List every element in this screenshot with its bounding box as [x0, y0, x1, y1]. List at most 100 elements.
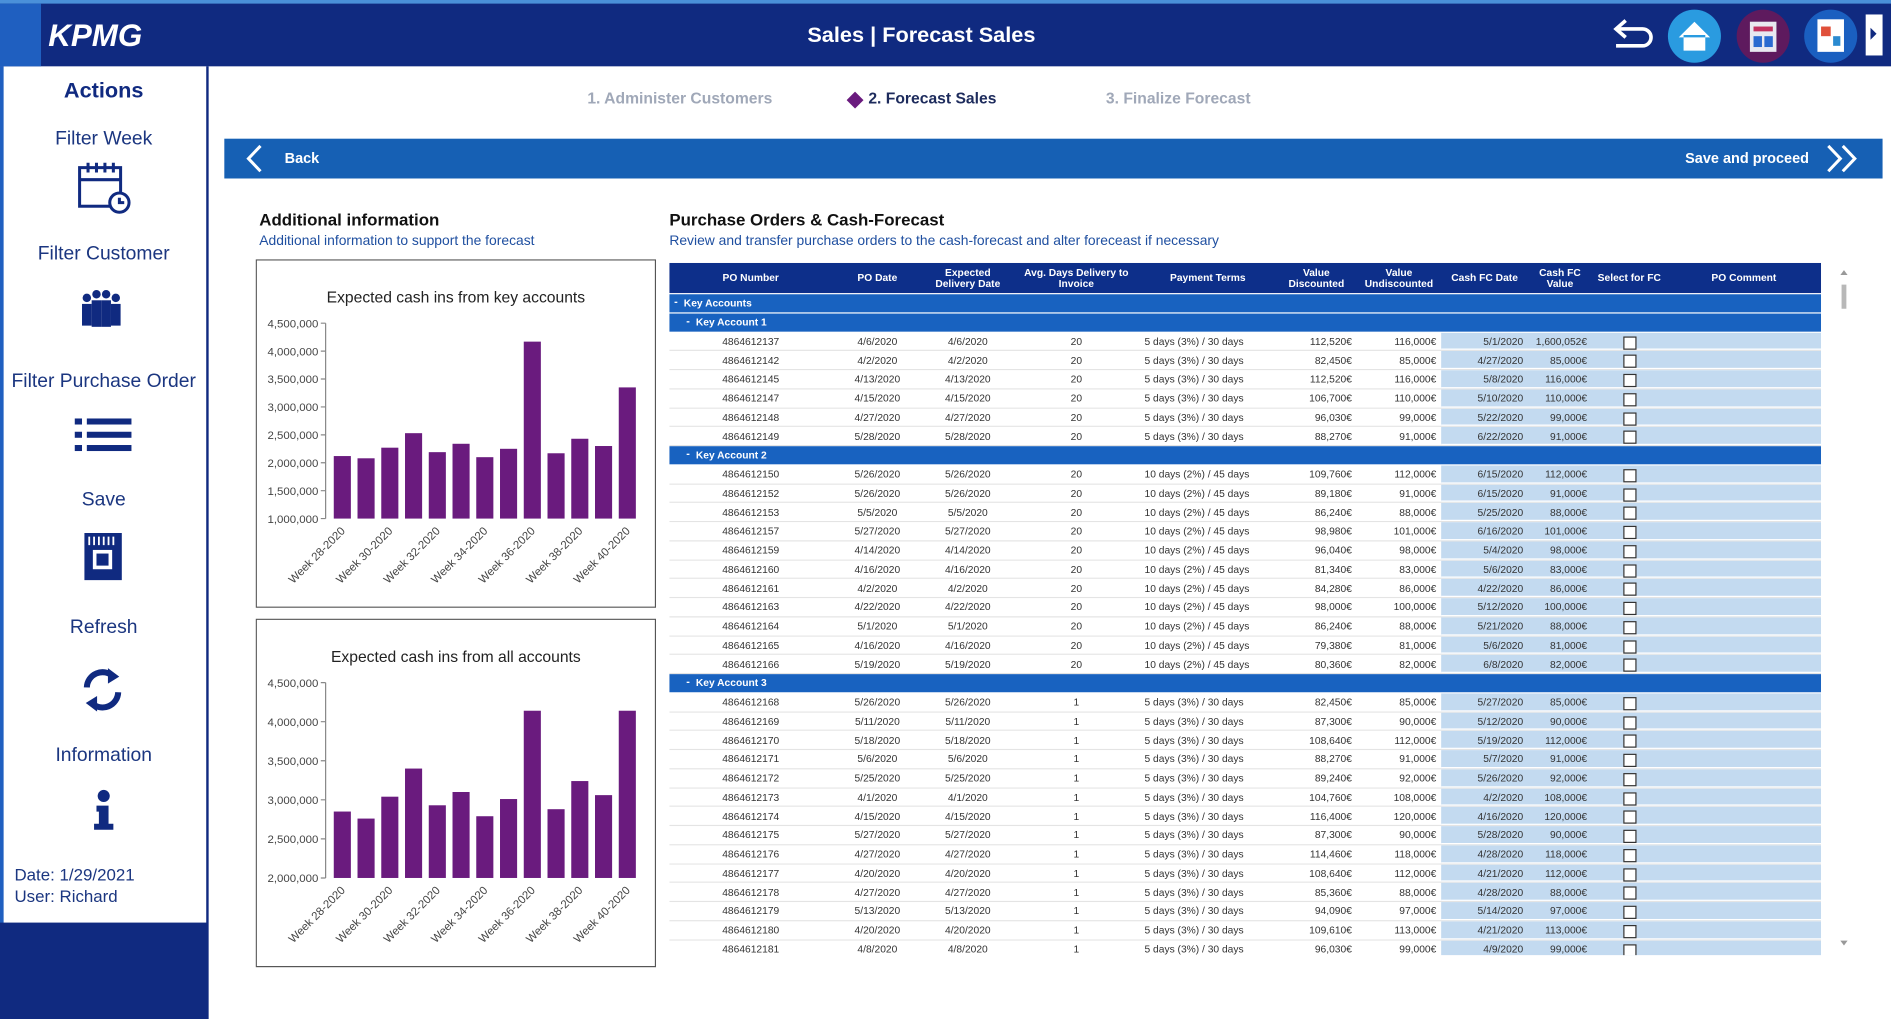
select-checkbox[interactable] — [1623, 867, 1637, 881]
action-label[interactable]: Filter Customer — [37, 243, 170, 265]
select-checkbox[interactable] — [1623, 886, 1637, 900]
collapse-button[interactable] — [1865, 14, 1883, 56]
table-cell: 5/27/2020 — [944, 828, 991, 842]
home-button[interactable] — [1667, 9, 1721, 63]
select-checkbox[interactable] — [1623, 715, 1637, 730]
proceed-button[interactable]: Save and proceed — [1685, 149, 1809, 167]
select-checkbox[interactable] — [1623, 924, 1637, 938]
select-checkbox[interactable] — [1623, 905, 1637, 919]
table-cell: 1 — [1073, 942, 1080, 956]
info-icon[interactable] — [94, 789, 114, 830]
group-row[interactable]: - Key Account 3 — [669, 674, 1822, 692]
select-checkbox[interactable] — [1623, 335, 1637, 350]
table-cell: 4864612179 — [722, 904, 780, 918]
expand-toggle[interactable]: - — [686, 447, 690, 460]
list-icon[interactable] — [74, 418, 132, 452]
select-checkbox[interactable] — [1623, 696, 1637, 711]
refresh-icon[interactable] — [83, 668, 122, 712]
select-checkbox[interactable] — [1623, 772, 1637, 787]
document-button[interactable] — [1804, 9, 1858, 63]
people-icon[interactable] — [82, 290, 121, 327]
select-checkbox[interactable] — [1623, 468, 1637, 483]
select-checkbox[interactable] — [1623, 734, 1637, 749]
table-cell: 4864612152 — [722, 487, 780, 500]
select-checkbox[interactable] — [1623, 943, 1637, 956]
action-label[interactable]: Save — [81, 489, 126, 511]
action-label[interactable]: Refresh — [69, 617, 138, 638]
expand-toggle[interactable]: - — [686, 314, 690, 327]
column-header[interactable]: Expected Delivery Date — [935, 265, 1001, 289]
action-label[interactable]: Filter Week — [55, 129, 153, 150]
table-cell: 20 — [1070, 639, 1083, 652]
select-checkbox[interactable] — [1623, 753, 1637, 768]
column-header[interactable]: Value Undiscounted — [1364, 265, 1434, 289]
table-cell: 120,000€ — [1393, 809, 1437, 823]
select-checkbox[interactable] — [1623, 848, 1637, 862]
top-bar — [0, 0, 1891, 67]
group-row[interactable]: - Key Account 2 — [669, 446, 1822, 465]
table-cell: 4864612157 — [722, 525, 780, 538]
column-header[interactable]: PO Comment — [1711, 271, 1777, 284]
column-header[interactable]: Cash FC Date — [1451, 271, 1518, 284]
select-checkbox[interactable] — [1623, 658, 1637, 673]
select-checkbox[interactable] — [1623, 430, 1637, 445]
return-button[interactable] — [1613, 19, 1653, 48]
table-cell: 5 days (3%) / 30 days — [1144, 790, 1244, 804]
action-label[interactable]: Filter Purchase Order — [11, 371, 196, 392]
select-checkbox[interactable] — [1623, 601, 1637, 616]
step[interactable]: 3. Finalize Forecast — [1105, 89, 1251, 108]
select-checkbox[interactable] — [1623, 791, 1637, 806]
table-cell: 20 — [1070, 354, 1083, 367]
select-checkbox[interactable] — [1623, 525, 1637, 540]
scrollbar[interactable] — [1836, 268, 1853, 955]
select-checkbox[interactable] — [1623, 506, 1637, 521]
back-arrow[interactable] — [241, 142, 270, 175]
report-button[interactable] — [1736, 9, 1790, 63]
column-header[interactable]: Avg. Days Delivery to Invoice — [1024, 265, 1129, 289]
select-checkbox[interactable] — [1623, 373, 1637, 388]
table-cell: 1 — [1073, 790, 1080, 804]
table-cell: 4864612153 — [722, 506, 780, 519]
column-header[interactable]: PO Number — [722, 271, 779, 284]
select-checkbox[interactable] — [1623, 829, 1637, 843]
column-header[interactable]: Cash FC Value — [1539, 265, 1581, 289]
table-cell: 85,360€ — [1314, 885, 1352, 899]
column-header[interactable]: Select for FC — [1597, 271, 1661, 284]
select-checkbox[interactable] — [1623, 354, 1637, 369]
table-cell: 5 days (3%) / 30 days — [1144, 885, 1244, 899]
table-row: 4864612164 5/1/2020 5/1/2020 20 10 days (2%)… — [669, 617, 1822, 637]
step[interactable]: 2. Forecast Sales — [868, 89, 997, 108]
select-checkbox[interactable] — [1623, 810, 1637, 824]
select-checkbox[interactable] — [1623, 620, 1637, 635]
step[interactable]: 1. Administer Customers — [587, 89, 773, 108]
bar — [571, 781, 589, 878]
table-cell: 5/12/2020 — [1477, 715, 1524, 728]
table-cell: 116,000€ — [1394, 373, 1437, 386]
save-icon[interactable] — [84, 533, 122, 581]
column-header[interactable]: PO Date — [857, 271, 898, 284]
logo-block — [0, 3, 42, 67]
action-label[interactable]: Information — [55, 745, 152, 766]
proceed-arrow[interactable] — [1823, 142, 1864, 175]
calendar-icon[interactable] — [78, 162, 131, 214]
table-cell: 4/8/2020 — [947, 942, 988, 956]
table-row: 4864612171 5/6/2020 5/6/2020 1 5 days (3%) /… — [669, 750, 1822, 770]
group-row[interactable]: - Key Account 1 — [669, 313, 1822, 332]
column-header[interactable]: Payment Terms — [1170, 271, 1246, 284]
table-cell: 4864612164 — [722, 620, 780, 633]
expand-toggle[interactable]: - — [674, 295, 678, 308]
column-header[interactable]: Value Discounted — [1288, 265, 1345, 289]
select-checkbox[interactable] — [1623, 639, 1637, 654]
select-checkbox[interactable] — [1623, 582, 1637, 597]
select-checkbox[interactable] — [1623, 544, 1637, 559]
table: PO Number PO Date Expected Delivery Date Av… — [669, 262, 1822, 956]
table-row: 4864612142 4/2/2020 4/2/2020 20 5 days (3%) … — [669, 351, 1822, 371]
select-checkbox[interactable] — [1623, 487, 1637, 502]
expand-toggle[interactable]: - — [686, 675, 690, 688]
table-cell: 83,000€ — [1399, 563, 1437, 576]
back-button[interactable]: Back — [284, 149, 320, 167]
select-checkbox[interactable] — [1623, 411, 1637, 426]
select-checkbox[interactable] — [1623, 563, 1637, 578]
group-row[interactable]: - Key Accounts — [669, 294, 1822, 313]
select-checkbox[interactable] — [1623, 392, 1637, 407]
